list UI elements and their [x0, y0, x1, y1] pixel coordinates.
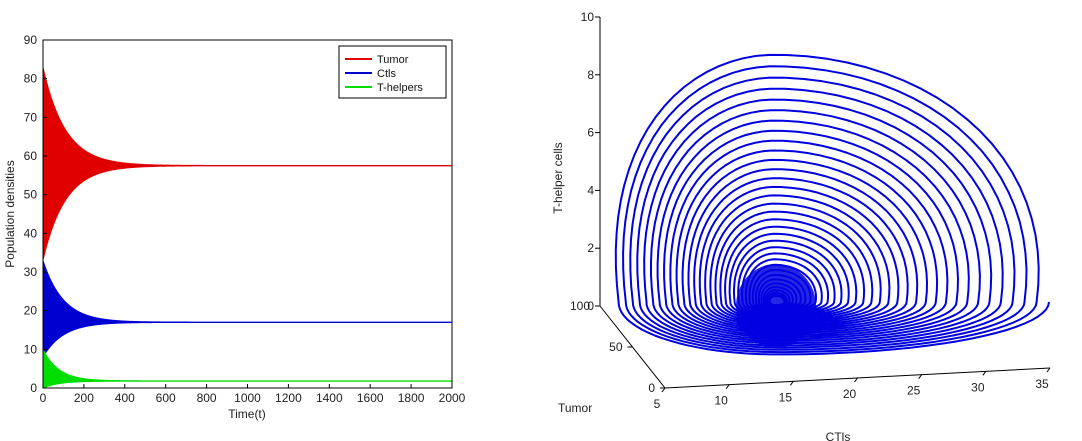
x-axis-ticks: 0 200 400 600 800 1000 1200 1400 1600 1800 2000 — [40, 384, 466, 405]
series-line-tumor — [42, 66, 453, 261]
legend-label-t-helpers: T-helpers — [377, 82, 423, 94]
x-tick-mark — [982, 371, 987, 376]
y-tick-label: 80 — [24, 72, 38, 86]
x-tick-label: 15 — [779, 390, 793, 404]
z-axis-label: T-helper cells — [551, 142, 565, 213]
x-tick-label: 5 — [654, 397, 661, 411]
x-tick-label: 35 — [1035, 377, 1049, 391]
y-axis-ticks: 0 10 20 30 40 50 60 70 80 90 — [24, 33, 47, 395]
z-tick-label: 4 — [587, 183, 594, 197]
y-tick-label: 10 — [24, 342, 38, 356]
series-line-t-helpers — [42, 348, 453, 389]
x-tick-mark — [918, 374, 923, 379]
z-tick-label: 0 — [587, 299, 594, 313]
x-tick-label: 0 — [40, 391, 47, 405]
x-tick-label: 2000 — [439, 391, 466, 405]
y-tick-label: 0 — [30, 381, 37, 395]
z-tick-label: 10 — [581, 10, 595, 24]
series-line-ctls — [42, 259, 453, 358]
x-tick-label: 200 — [74, 391, 94, 405]
trajectory-curve — [614, 53, 1050, 356]
x-tick-label: 1400 — [316, 391, 343, 405]
x-tick-label: 25 — [907, 384, 921, 398]
y-tick-label: 50 — [24, 188, 38, 202]
series-group — [42, 66, 453, 389]
legend-label-tumor: Tumor — [377, 54, 409, 66]
z-tick-label: 6 — [587, 126, 594, 140]
y-tick-label: 20 — [24, 304, 38, 318]
y-tick-label: 100 — [570, 299, 590, 313]
x-tick-mark — [854, 377, 858, 383]
z-tick-label: 2 — [587, 241, 594, 255]
y-tick-label: 0 — [648, 381, 655, 395]
x-tick-label: 600 — [156, 391, 176, 405]
x-tick-label: 400 — [115, 391, 135, 405]
x-axis-label-3d: CTls — [826, 430, 851, 441]
x-tick-label: 1000 — [234, 391, 261, 405]
y-tick-label: 70 — [24, 110, 38, 124]
x-tick-mark — [1046, 367, 1051, 373]
x-tick-label: 30 — [971, 380, 985, 394]
trajectory-core — [736, 264, 816, 348]
trajectory-spiral — [614, 53, 1050, 356]
legend-label-ctls: Ctls — [377, 68, 396, 80]
x-tick-label: 1200 — [275, 391, 302, 405]
legend: Tumor Ctls T-helpers — [338, 45, 447, 99]
z-tick-label: 8 — [587, 68, 594, 82]
x-tick-label: 10 — [714, 394, 728, 408]
y-tick-label: 50 — [609, 340, 623, 354]
y-tick-label: 60 — [24, 149, 38, 163]
y-tick-label: 30 — [24, 265, 38, 279]
x-tick-label: 1800 — [398, 391, 425, 405]
y-axis-label-3d: Tumor — [558, 401, 592, 415]
x-tick-label: 20 — [843, 387, 857, 401]
y-tick-label: 90 — [24, 33, 38, 47]
x-tick-mark — [725, 384, 730, 389]
x-tick-mark — [789, 381, 794, 386]
y-axis-label: Population densities — [3, 160, 17, 267]
time-series-chart: 0 200 400 600 800 1000 1200 1400 1600 1800 2000 0 1… — [3, 33, 466, 421]
x-tick-label: 800 — [197, 391, 217, 405]
y-tick-label: 40 — [24, 226, 38, 240]
x-tick-mark — [661, 387, 666, 393]
x-axis-label: Time(t) — [228, 407, 266, 421]
x-tick-label: 1600 — [357, 391, 384, 405]
